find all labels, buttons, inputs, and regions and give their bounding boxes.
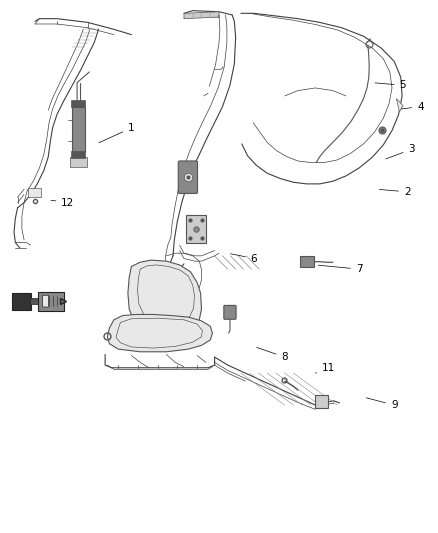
FancyBboxPatch shape [178, 161, 198, 193]
Polygon shape [184, 12, 219, 19]
Text: 7: 7 [318, 264, 363, 274]
FancyBboxPatch shape [224, 305, 236, 319]
Text: 6: 6 [230, 254, 258, 263]
FancyBboxPatch shape [71, 151, 85, 158]
FancyBboxPatch shape [300, 256, 314, 267]
Text: 4: 4 [401, 102, 424, 111]
FancyBboxPatch shape [28, 188, 41, 197]
Polygon shape [107, 314, 212, 352]
FancyBboxPatch shape [186, 215, 206, 243]
FancyBboxPatch shape [38, 292, 64, 311]
Text: 5: 5 [375, 80, 406, 90]
Text: 3: 3 [386, 144, 415, 159]
FancyBboxPatch shape [72, 107, 85, 152]
Text: 9: 9 [366, 398, 398, 410]
FancyBboxPatch shape [42, 295, 49, 307]
Polygon shape [128, 260, 201, 333]
Polygon shape [396, 99, 403, 112]
FancyBboxPatch shape [71, 100, 85, 107]
FancyBboxPatch shape [70, 157, 87, 167]
FancyBboxPatch shape [315, 395, 328, 408]
Text: 12: 12 [51, 198, 74, 207]
FancyBboxPatch shape [12, 293, 31, 310]
Text: 1: 1 [99, 123, 135, 143]
Text: 8: 8 [257, 348, 288, 362]
Text: 2: 2 [379, 187, 411, 197]
Text: 11: 11 [315, 363, 335, 373]
FancyBboxPatch shape [30, 298, 38, 304]
